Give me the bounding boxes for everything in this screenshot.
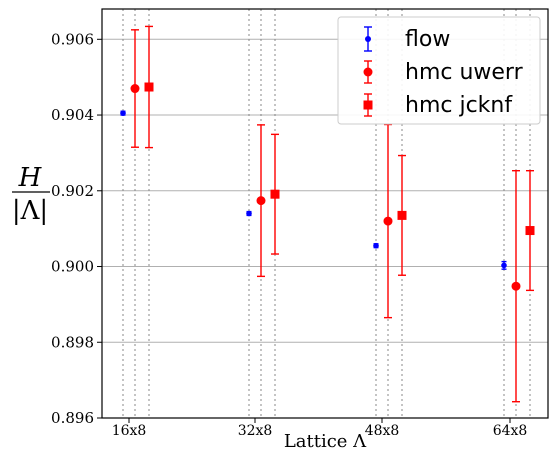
x-axis-label: Lattice Λ [284, 431, 367, 452]
data-point-circle [256, 196, 266, 206]
data-point-circle [501, 262, 507, 269]
data-point-square [270, 189, 280, 199]
data-point-square [144, 82, 154, 92]
legend-label: flow [405, 27, 450, 52]
data-point-circle [373, 242, 379, 249]
legend-box [337, 16, 541, 125]
y-axis-label-top: H [18, 163, 43, 193]
data-point-circle [383, 216, 393, 226]
x-tick-label: 48x8 [365, 423, 400, 439]
x-axis-ticks: 16x8 32x8 48x8 64x8 [112, 418, 528, 439]
data-point-circle [511, 281, 521, 291]
legend: flow hmc uwerr hmc jcknf [337, 16, 541, 125]
y-tick-label: 0.898 [51, 333, 94, 351]
data-point-circle [120, 110, 126, 116]
gridlines [102, 9, 548, 419]
legend-marker-square [363, 100, 373, 110]
x-tick-label: 32x8 [238, 423, 273, 439]
x-tick-label: 16x8 [112, 423, 147, 439]
legend-marker-circle [365, 36, 371, 42]
data-point-square [525, 226, 535, 236]
x-tick-label: 64x8 [493, 423, 528, 439]
y-tick-label: 0.904 [51, 106, 94, 124]
legend-label: hmc uwerr [405, 60, 524, 85]
legend-label: hmc jcknf [405, 93, 513, 118]
y-tick-label: 0.900 [51, 258, 94, 276]
y-tick-label: 0.906 [51, 30, 94, 48]
y-tick-label: 0.902 [51, 182, 94, 200]
y-axis-label-bottom: |Λ| [12, 196, 48, 226]
y-axis-ticks: 0.896 0.898 0.900 0.902 0.904 0.906 [51, 30, 102, 427]
data-point-circle [130, 84, 140, 94]
data-point-square [397, 210, 407, 220]
plot-frame [101, 8, 549, 419]
y-axis-label: H |Λ| [12, 163, 50, 226]
data-points [120, 25, 535, 403]
data-point-circle [246, 210, 252, 217]
y-tick-label: 0.896 [51, 409, 94, 427]
legend-marker-circle [363, 67, 373, 77]
